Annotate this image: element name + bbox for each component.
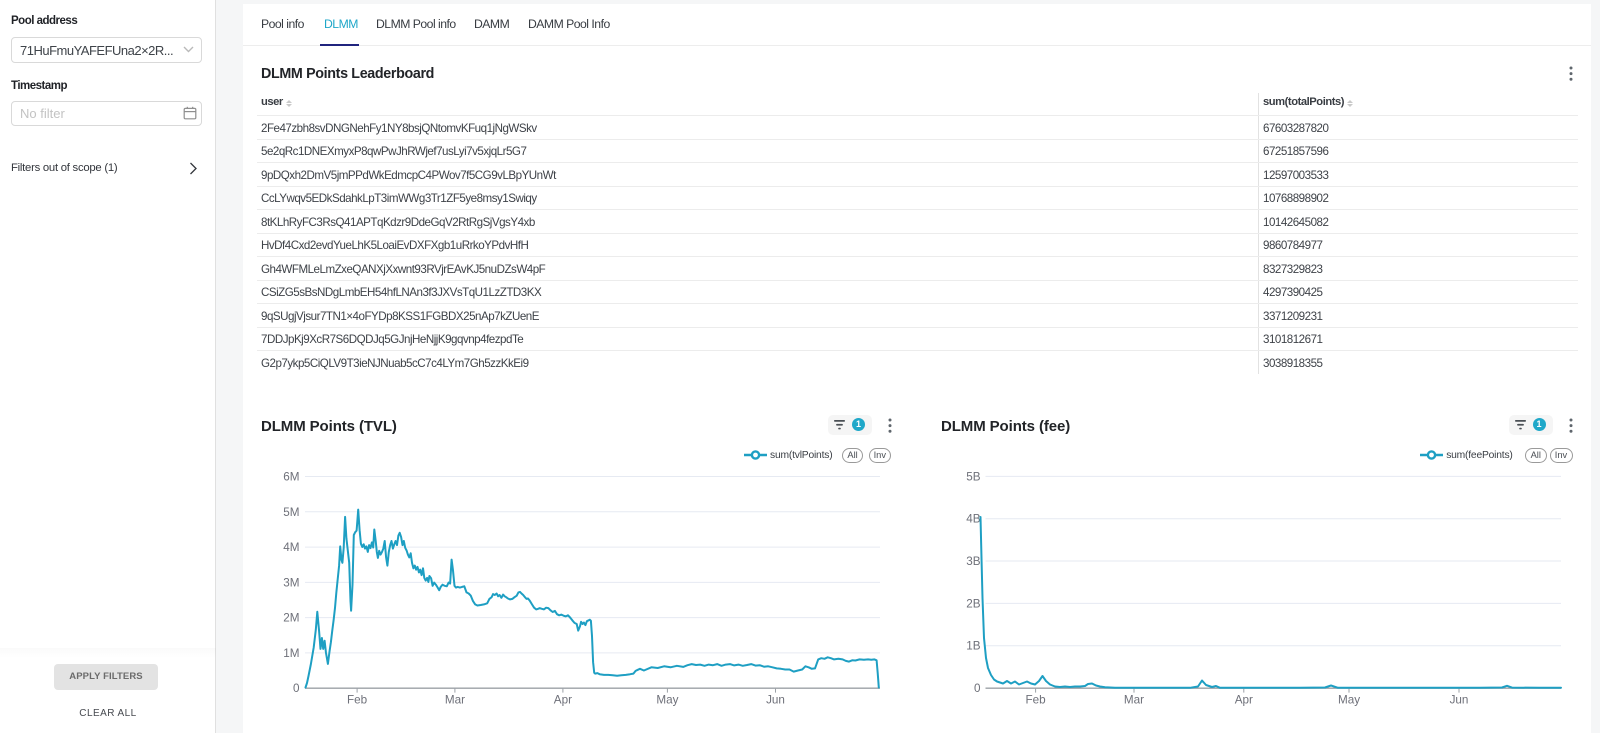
svg-text:May: May <box>1338 694 1360 707</box>
svg-text:0: 0 <box>293 682 300 695</box>
svg-text:2M: 2M <box>283 612 299 625</box>
svg-text:4M: 4M <box>283 541 299 554</box>
svg-text:Mar: Mar <box>445 694 465 707</box>
svg-text:Apr: Apr <box>1235 694 1253 707</box>
svg-text:3M: 3M <box>283 576 299 589</box>
svg-text:4B: 4B <box>966 513 981 526</box>
svg-text:5B: 5B <box>966 470 981 483</box>
svg-text:Feb: Feb <box>347 694 368 707</box>
svg-text:1M: 1M <box>283 647 299 660</box>
svg-text:5M: 5M <box>283 506 299 519</box>
svg-text:1B: 1B <box>966 640 981 653</box>
svg-text:Jun: Jun <box>1450 694 1469 707</box>
svg-text:6M: 6M <box>283 471 299 484</box>
svg-text:3B: 3B <box>966 555 981 568</box>
svg-text:Feb: Feb <box>1026 694 1047 707</box>
svg-text:2B: 2B <box>966 597 981 610</box>
svg-text:0: 0 <box>974 682 981 695</box>
svg-text:Jun: Jun <box>766 694 785 707</box>
svg-text:Apr: Apr <box>554 694 572 707</box>
svg-text:Mar: Mar <box>1124 694 1144 707</box>
svg-text:May: May <box>656 694 678 707</box>
